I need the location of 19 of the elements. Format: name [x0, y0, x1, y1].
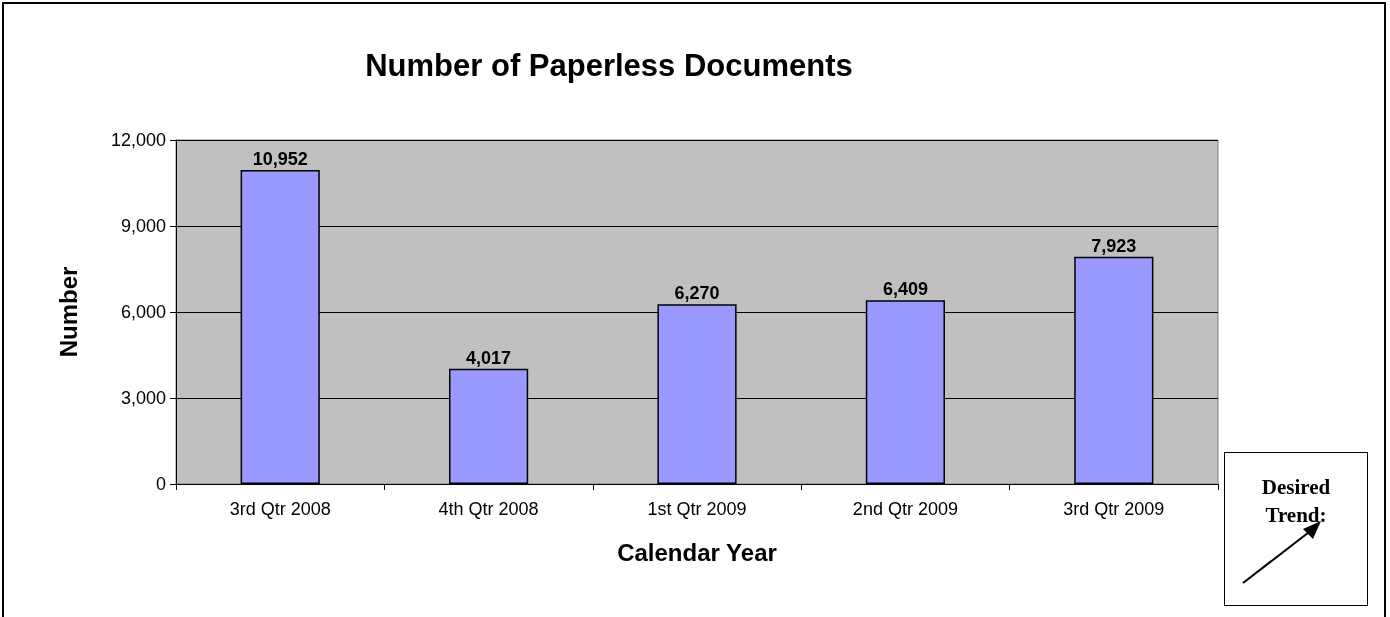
- data-label: 6,409: [882, 279, 928, 300]
- data-label: 4,017: [466, 347, 512, 368]
- y-tick-label: 6,000: [120, 302, 166, 322]
- y-tick-label: 3,000: [120, 388, 166, 408]
- x-tick-label: 2nd Qtr 2009: [852, 499, 958, 519]
- x-axis-title: Calendar Year: [617, 538, 777, 566]
- data-label: 7,923: [1091, 235, 1137, 256]
- x-tick-label: 3rd Qtr 2009: [1063, 499, 1165, 519]
- x-tick-label: 3rd Qtr 2008: [229, 499, 331, 519]
- x-tick-label: 1st Qtr 2009: [647, 499, 747, 519]
- text: Desired Trend:: [1260, 474, 1332, 529]
- y-tick-label: 9,000: [120, 216, 166, 236]
- chart-title: Number of Paperless Documents: [365, 48, 853, 83]
- data-label: 6,270: [674, 283, 720, 304]
- y-tick-label: 12,000: [110, 130, 166, 150]
- x-tick-label: 4th Qtr 2008: [438, 499, 539, 519]
- data-label: 10,952: [252, 149, 308, 170]
- y-axis-title: Number: [54, 266, 82, 358]
- y-tick-label: 0: [155, 474, 166, 494]
